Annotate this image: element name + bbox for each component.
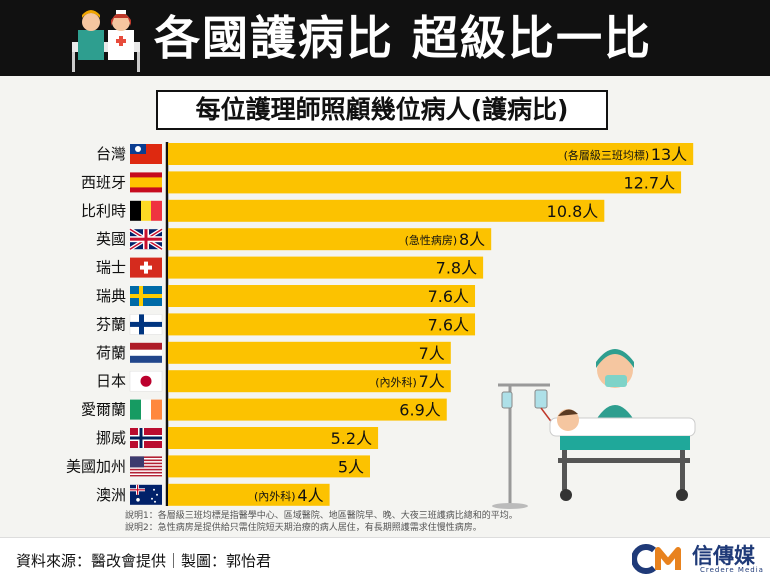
bar	[168, 313, 476, 336]
bar	[168, 483, 330, 506]
category-label: 美國加州	[66, 457, 126, 475]
value-label: 7.6人	[428, 287, 469, 306]
flag-netherlands-icon	[130, 342, 162, 363]
category-label: 西班牙	[81, 173, 126, 191]
value-label: 12.7人	[623, 173, 675, 192]
nurse-patient-illustration	[492, 349, 696, 509]
bar	[168, 256, 484, 279]
nurses-icon	[72, 10, 140, 72]
bar	[168, 228, 492, 251]
value-label: 7.6人	[428, 315, 469, 334]
chart-title: 每位護理師照顧幾位病人(護病比)	[156, 90, 608, 130]
bar-annotation: (急性病房)	[405, 233, 458, 247]
bar-annotation: (內外科)	[375, 375, 417, 389]
header-title: 各國護病比 超級比一比	[154, 11, 653, 65]
credere-logo-icon	[632, 544, 681, 574]
value-label: 7人	[419, 372, 445, 391]
bar	[168, 171, 682, 194]
note-1: 說明1：各層級三班均標是指醫學中心、區域醫院、地區醫院早、晚、大夜三班護病比總和…	[125, 511, 518, 521]
flag-uk-icon	[128, 227, 164, 252]
category-label: 挪威	[96, 429, 126, 447]
bar	[168, 199, 605, 222]
source-credit: 資料來源：醫改會提供｜製圖：郭怡君	[16, 552, 272, 570]
category-label: 芬蘭	[96, 315, 126, 333]
category-label: 日本	[96, 372, 126, 390]
bar-annotation: (內外科)	[254, 489, 296, 503]
value-label: 4人	[297, 486, 323, 505]
header-banner: 各國護病比 超級比一比	[0, 0, 770, 76]
flag-ireland-icon	[130, 399, 162, 420]
value-label: 13人	[651, 145, 687, 164]
value-label: 5.2人	[331, 429, 372, 448]
flag-australia-icon	[130, 484, 162, 505]
flag-japan-icon	[129, 370, 163, 392]
category-label: 澳洲	[96, 486, 126, 504]
bar-annotation: (各層級三班均標)	[564, 148, 650, 162]
category-label: 英國	[96, 230, 126, 248]
bar	[168, 455, 370, 478]
flag-sweden-icon	[130, 286, 162, 306]
flag-spain-icon	[130, 172, 162, 193]
bar	[168, 427, 379, 449]
category-label: 瑞士	[96, 259, 126, 277]
category-label: 台灣	[96, 145, 126, 163]
value-label: 10.8人	[547, 202, 599, 221]
note-2: 說明2：急性病房是提供給只需住院短天期治療的病人居住，有長期照護需求住慢性病房。	[125, 523, 482, 533]
logo-subtext: Credere Media	[700, 566, 764, 574]
category-label: 愛爾蘭	[81, 401, 126, 419]
flag-taiwan-icon	[130, 144, 162, 164]
category-label: 荷蘭	[96, 344, 126, 362]
flag-belgium-icon	[130, 200, 162, 221]
bar	[168, 285, 476, 307]
footer: 資料來源：醫改會提供｜製圖：郭怡君 信傳媒 Credere Media	[0, 537, 770, 581]
flag-usa-icon	[130, 456, 162, 477]
value-label: 5人	[338, 457, 364, 476]
bar	[168, 143, 694, 165]
bar	[168, 370, 451, 393]
bar	[168, 398, 447, 421]
value-label: 7.8人	[436, 259, 477, 278]
flag-switzerland-icon	[130, 257, 162, 278]
category-label: 比利時	[81, 202, 126, 220]
category-label: 瑞典	[96, 287, 126, 305]
value-label: 7人	[419, 344, 445, 363]
value-label: 8人	[459, 230, 485, 249]
value-label: 6.9人	[399, 401, 440, 420]
flag-finland-icon	[129, 313, 163, 335]
bar	[168, 341, 451, 364]
flag-norway-icon	[130, 428, 162, 448]
logo-text: 信傳媒	[692, 544, 755, 568]
